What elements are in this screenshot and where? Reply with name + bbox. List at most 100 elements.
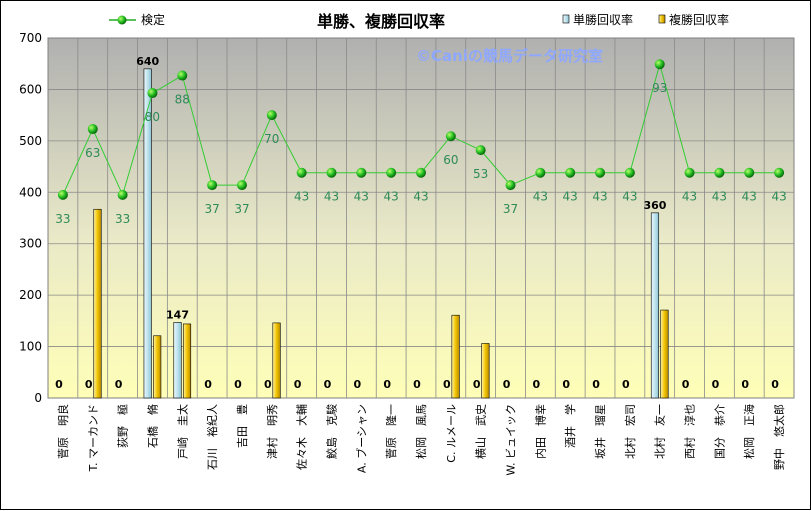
line-label-15: 37 [503, 202, 518, 216]
bars: 0 0 0 640 147 0 0 0 0 0 0 0 0 0 0 0 0 0 0 0 360 0 0 0 0 [55, 55, 779, 399]
line-point-21 [684, 167, 695, 178]
bar-place-13 [451, 314, 460, 399]
y-tick-label-500: 500 [19, 134, 42, 148]
x-category-label-17: 酒井 学 [563, 404, 577, 448]
bar-place-20 [660, 309, 669, 399]
x-category-label-11: 菅原 隆一 [384, 404, 398, 459]
x-category-label-6: 吉田 豊 [236, 404, 249, 448]
y-tick-label-200: 200 [19, 288, 42, 302]
line-point-17 [565, 167, 576, 178]
legend-place-swatch [658, 14, 666, 24]
line-label-8: 43 [294, 190, 309, 204]
line-point-11 [386, 167, 397, 178]
bar-value-label-23: 0 [741, 378, 749, 391]
y-tick-label-700: 700 [19, 31, 42, 45]
bar-place-1 [93, 208, 102, 399]
bar-value-label-4: 147 [166, 308, 189, 321]
line-label-2: 33 [115, 212, 130, 226]
line-label-1: 63 [85, 146, 100, 160]
legend-win-swatch [562, 14, 570, 24]
line-label-4: 88 [175, 93, 190, 107]
line-label-17: 43 [563, 190, 578, 204]
x-category-label-23: 松岡 正海 [742, 404, 756, 459]
x-category-label-1: T. マーカンド [87, 404, 100, 472]
x-category-label-20: 北村 友一 [653, 404, 667, 459]
line-point-7 [266, 110, 277, 121]
line-label-16: 43 [533, 190, 548, 204]
bar-value-label-9: 0 [324, 378, 332, 391]
line-point-23 [744, 167, 755, 178]
line-label-22: 43 [712, 190, 727, 204]
bar-value-label-6: 0 [234, 378, 242, 391]
x-category-label-8: 佐々木 大輔 [295, 404, 309, 470]
line-label-5: 37 [204, 202, 219, 216]
bar-value-label-1: 0 [85, 378, 93, 391]
x-category-label-24: 野中 悠太郎 [772, 404, 786, 470]
bar-place-7 [272, 322, 281, 399]
bar-win-4 [173, 322, 182, 399]
x-category-label-9: 鮫島 克駿 [324, 404, 338, 459]
line-point-5 [207, 180, 218, 191]
bar-value-label-21: 0 [682, 378, 690, 391]
bar-value-label-8: 0 [294, 378, 302, 391]
line-point-12 [416, 167, 426, 178]
bar-value-label-7: 0 [264, 378, 272, 391]
legend-win-label: 単勝回収率 [573, 12, 633, 27]
bar-value-label-20: 360 [643, 199, 666, 212]
line-point-16 [535, 167, 546, 178]
x-category-label-15: W. ビュイック [505, 404, 518, 476]
line-point-0 [57, 189, 68, 200]
bar-value-label-12: 0 [413, 378, 421, 391]
x-category-label-22: 国分 恭介 [713, 404, 726, 459]
line-label-13: 60 [443, 153, 458, 167]
line-label-11: 43 [384, 190, 399, 204]
line-point-24 [774, 167, 785, 178]
line-point-15 [505, 180, 516, 191]
legend-place-label: 複勝回収率 [669, 12, 729, 27]
line-label-0: 33 [55, 212, 70, 226]
line-point-6 [236, 180, 247, 191]
bar-value-label-5: 0 [204, 378, 212, 391]
bar-value-label-24: 0 [771, 378, 779, 391]
bar-place-3 [153, 335, 162, 399]
x-category-label-10: A. ブーシャン [354, 404, 368, 473]
line-label-18: 43 [592, 190, 607, 204]
bar-value-label-11: 0 [383, 378, 391, 391]
bar-value-label-3: 640 [136, 55, 159, 68]
x-category-label-19: 北村 宏司 [623, 404, 637, 459]
y-tick-label-100: 100 [19, 340, 42, 354]
line-point-4 [177, 70, 188, 81]
line-point-20 [654, 59, 665, 70]
line-label-12: 43 [413, 190, 428, 204]
x-axis: 菅原 明良 T. マーカンド 荻野 極 石橋 脩 戸崎 圭太 石川 裕紀人 吉田 豊 津村 明… [56, 404, 786, 476]
y-tick-label-600: 600 [19, 82, 42, 96]
bar-value-label-17: 0 [562, 378, 570, 391]
line-label-24: 43 [771, 190, 786, 204]
line-point-3 [147, 88, 158, 99]
line-point-2 [117, 189, 128, 200]
x-category-label-14: 横山 武史 [474, 404, 488, 459]
bar-value-label-16: 0 [533, 378, 541, 391]
y-tick-label-400: 400 [19, 185, 42, 199]
watermark-text: ©Caniの競馬データ研究室 [416, 47, 603, 65]
x-category-label-18: 坂井 瑠星 [593, 404, 607, 459]
bar-place-14 [481, 343, 490, 399]
line-label-7: 70 [264, 132, 279, 146]
line-label-20: 93 [652, 81, 667, 95]
x-category-label-4: 戸崎 圭太 [175, 404, 189, 459]
bar-value-label-10: 0 [353, 378, 361, 391]
line-point-1 [87, 124, 98, 135]
line-point-13 [445, 131, 456, 142]
y-tick-label-0: 0 [34, 391, 42, 405]
x-category-label-13: C. ルメール [445, 404, 458, 463]
y-axis: 0 100 200 300 400 500 600 700 [19, 31, 42, 405]
line-point-19 [624, 167, 635, 178]
line-label-3: 80 [145, 110, 160, 124]
bar-value-label-19: 0 [622, 378, 630, 391]
x-category-label-3: 石橋 脩 [145, 404, 159, 448]
plot-area [47, 37, 795, 399]
bar-value-label-18: 0 [592, 378, 600, 391]
line-label-19: 43 [622, 190, 637, 204]
